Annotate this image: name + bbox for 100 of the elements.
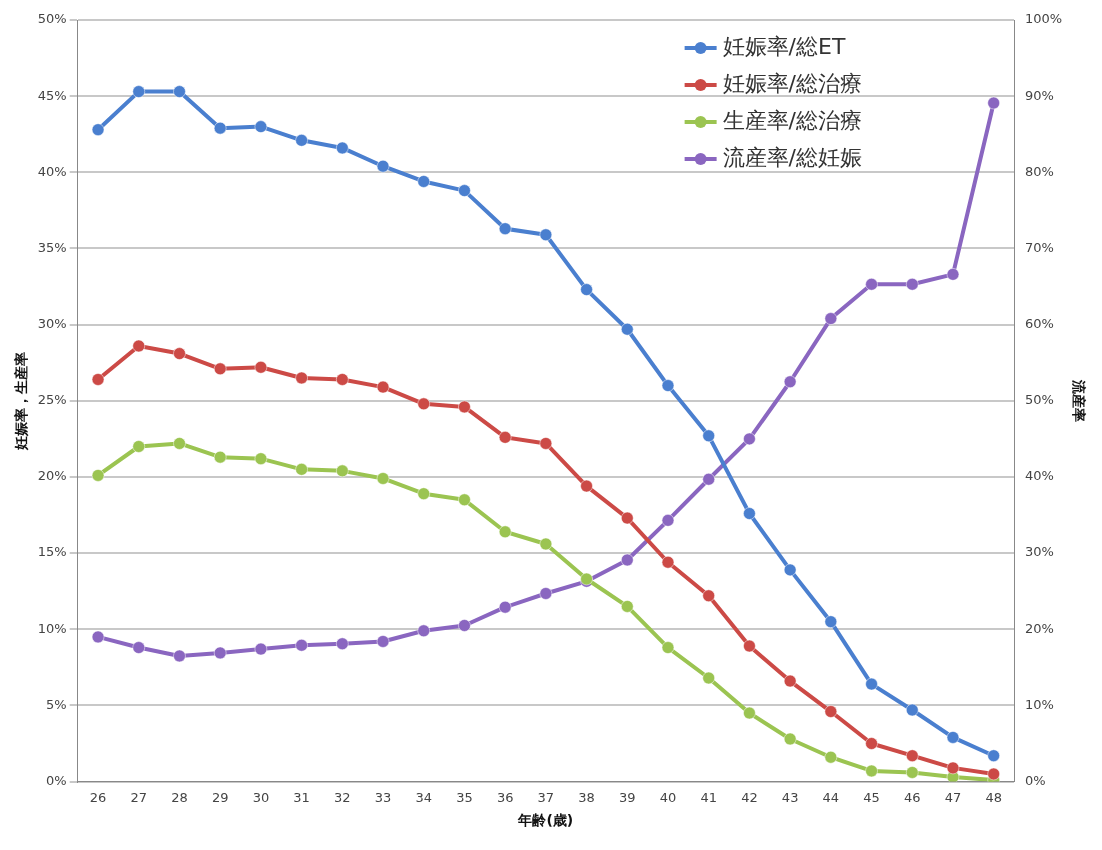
y-tick-label: 45%: [37, 87, 67, 103]
point: [539, 537, 553, 551]
point: [417, 397, 431, 411]
point: [498, 222, 512, 236]
point: [742, 639, 756, 653]
point: [702, 671, 716, 685]
x-tick-label: 36: [496, 789, 514, 805]
point: [91, 123, 105, 137]
point: [580, 283, 594, 297]
point: [376, 380, 390, 394]
point: [213, 362, 227, 376]
point: [742, 432, 756, 446]
point: [172, 85, 186, 99]
point: [335, 141, 349, 155]
x-tick-label: 43: [781, 789, 799, 805]
point: [254, 360, 268, 374]
x-tick-label: 44: [822, 789, 840, 805]
point: [783, 375, 797, 389]
y-tick-label: 5%: [46, 696, 67, 712]
x-tick-label: 27: [130, 789, 148, 805]
point: [539, 228, 553, 242]
point: [417, 174, 431, 188]
y-tick-label: 30%: [37, 316, 67, 332]
point: [905, 703, 919, 717]
x-tick-label: 32: [334, 789, 351, 805]
x-tick-label: 39: [619, 789, 636, 805]
y-tick-label: 40%: [37, 163, 67, 179]
point: [865, 677, 879, 691]
point: [539, 586, 553, 600]
legend-label: 妊娠率/総治療: [722, 70, 863, 96]
point: [254, 452, 268, 466]
x-tick-label: 46: [903, 789, 921, 805]
y2-tick-label: 0%: [1025, 772, 1046, 788]
point: [213, 121, 227, 135]
point: [824, 705, 838, 719]
y2-tick-label: 70%: [1025, 239, 1054, 255]
point: [702, 429, 716, 443]
x-tick-label: 45: [863, 789, 880, 805]
point: [295, 638, 309, 652]
point: [457, 493, 471, 507]
point: [132, 85, 146, 99]
point: [905, 749, 919, 763]
point: [620, 511, 634, 525]
point: [172, 436, 186, 450]
legend-label: 生産率/総治療: [722, 107, 863, 133]
x-tick-label: 35: [456, 789, 473, 805]
x-tick-label: 38: [578, 789, 595, 805]
point: [661, 379, 675, 393]
point: [946, 267, 960, 281]
point: [987, 96, 1001, 110]
point: [91, 372, 105, 386]
x-tick-label: 30: [252, 789, 270, 805]
point: [295, 133, 309, 147]
x-tick-label: 47: [944, 789, 962, 805]
point: [865, 764, 879, 778]
y2-tick-label: 50%: [1025, 392, 1054, 408]
y2-axis-title: 流産率: [1070, 378, 1087, 422]
point: [865, 277, 879, 291]
x-tick-label: 34: [415, 789, 433, 805]
point: [376, 159, 390, 173]
point: [987, 749, 1001, 763]
point: [376, 471, 390, 485]
x-tick-label: 48: [985, 789, 1002, 805]
point: [783, 563, 797, 577]
point: [580, 479, 594, 493]
point: [172, 347, 186, 361]
point: [132, 339, 146, 353]
point: [620, 322, 634, 336]
y2-tick-label: 80%: [1025, 163, 1054, 179]
point: [946, 730, 960, 744]
x-tick-label: 29: [211, 789, 229, 805]
y2-tick-label: 100%: [1025, 11, 1063, 27]
x-axis-title: 年齢(歳): [517, 812, 574, 829]
point: [91, 630, 105, 644]
point: [783, 732, 797, 746]
point: [742, 706, 756, 720]
point: [661, 513, 675, 527]
point: [702, 589, 716, 603]
x-tick-label: 26: [89, 789, 107, 805]
y2-tick-label: 20%: [1025, 620, 1054, 636]
point: [539, 436, 553, 450]
point: [865, 737, 879, 751]
point: [457, 400, 471, 414]
y-tick-label: 10%: [37, 620, 67, 636]
point: [620, 599, 634, 613]
y-tick-label: 35%: [37, 239, 67, 255]
y-tick-label: 50%: [37, 11, 67, 27]
point: [132, 641, 146, 655]
y-tick-label: 25%: [37, 392, 67, 408]
y-tick-label: 15%: [37, 544, 67, 560]
point: [91, 468, 105, 482]
point: [132, 440, 146, 453]
y2-tick-label: 90%: [1025, 87, 1054, 103]
point: [946, 761, 960, 775]
legend-label: 妊娠率/総ET: [722, 33, 846, 59]
legend-label: 流産率/総妊娠: [722, 144, 863, 170]
point: [457, 184, 471, 198]
x-tick-label: 37: [537, 789, 555, 805]
point: [417, 487, 431, 501]
point: [213, 646, 227, 660]
